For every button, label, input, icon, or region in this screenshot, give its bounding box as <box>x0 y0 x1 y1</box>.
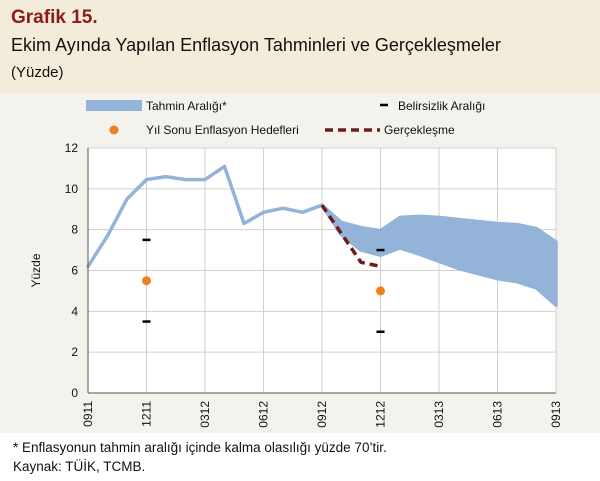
x-tick-label: 0313 <box>432 401 446 428</box>
chart-area: 0 2 4 6 8 10 12 Yüzde 0911 1211 0312 0612 0912 1212 03… <box>0 93 600 433</box>
legend-target-label: Yıl Sonu Enflasyon Hedefleri <box>146 123 299 137</box>
realization-line <box>320 204 381 269</box>
legend-band-label: Tahmin Aralığı* <box>146 99 227 113</box>
y-tick-label: 0 <box>71 386 78 400</box>
figure-title: Ekim Ayında Yapılan Enflasyon Tahminleri… <box>11 35 501 55</box>
y-tick-label: 2 <box>71 345 78 359</box>
x-tick-label: 0312 <box>198 401 212 428</box>
legend-target-swatch <box>109 125 119 135</box>
target-point <box>376 286 385 296</box>
x-tick-label: 0612 <box>257 401 271 428</box>
y-tick-label: 6 <box>71 264 78 278</box>
inflation-chart: 0 2 4 6 8 10 12 Yüzde 0911 1211 0312 0612 0912 1212 03… <box>29 99 563 428</box>
x-tick-label: 1212 <box>374 401 388 428</box>
x-tick-label: 0911 <box>81 401 95 427</box>
x-tick-label: 0613 <box>491 401 505 428</box>
y-tick-label: 4 <box>71 304 78 318</box>
legend-band-swatch <box>86 100 142 111</box>
footnote: * Enflasyonun tahmin aralığı içinde kalm… <box>13 440 387 455</box>
y-tick-label: 8 <box>71 223 78 237</box>
y-tick-label: 12 <box>65 141 79 155</box>
x-tick-label: 0913 <box>549 401 563 428</box>
figure-unit: (Yüzde) <box>11 64 64 81</box>
target-point <box>142 276 151 286</box>
forecast-band <box>86 164 558 307</box>
source-note: Kaynak: TÜİK, TCMB. <box>13 459 146 474</box>
y-tick-label: 10 <box>65 182 79 196</box>
legend-realization-label: Gerçekleşme <box>384 123 455 137</box>
x-tick-label: 0912 <box>315 401 329 428</box>
figure-label: Grafik 15. <box>11 7 98 28</box>
x-tick-label: 1211 <box>140 401 154 427</box>
figure-header: Grafik 15. Ekim Ayında Yapılan Enflasyon… <box>0 0 600 93</box>
legend-uncertainty-label: Belirsizlik Aralığı <box>398 99 485 113</box>
y-axis-label: Yüzde <box>29 253 43 287</box>
